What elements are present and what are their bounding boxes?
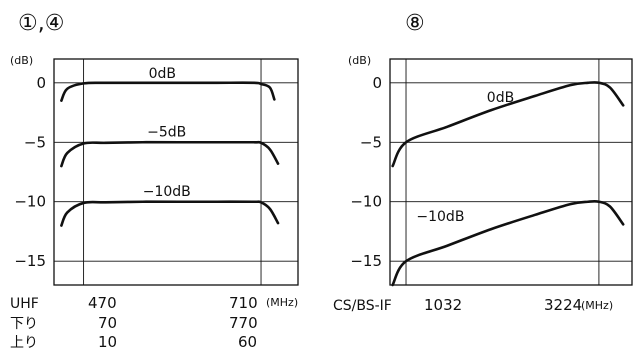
- chart-left-down-70: 70: [98, 314, 117, 332]
- chart-left-row-uhf-label: UHF: [10, 296, 39, 312]
- chart-left-x-unit: (MHz): [266, 296, 298, 309]
- y-tick-label: 0: [372, 74, 382, 92]
- y-tick-label: −5: [24, 133, 46, 151]
- y-tick-label: −10: [14, 193, 46, 211]
- series-line: [60, 140, 280, 168]
- chart-right-series-labels: 0dB −10dB: [416, 90, 514, 225]
- chart-right-x-unit: (MHz): [581, 299, 613, 312]
- chart-right-series: [391, 81, 625, 287]
- chart-left-row-up-label: 上り: [10, 335, 38, 351]
- chart-left-uhf-710: 710: [229, 294, 258, 312]
- series-label: −5dB: [147, 124, 186, 140]
- chart-left-up-60: 60: [238, 333, 257, 351]
- chart-left: ①,④ (dB) 0 −5 −10 −15 0dB −5dB −10dB UHF 下り 上…: [10, 11, 299, 351]
- chart-right-x-3224: 3224: [544, 296, 582, 314]
- chart-left-title: ①,④: [18, 11, 64, 36]
- series-label: −10dB: [416, 209, 464, 225]
- series-line: [391, 199, 625, 287]
- chart-right-x-1032: 1032: [424, 296, 462, 314]
- y-tick-label: −15: [350, 252, 382, 270]
- series-line: [391, 81, 625, 168]
- chart-left-uhf-470: 470: [88, 294, 117, 312]
- chart-left-grid: [54, 59, 298, 285]
- chart-left-series: [60, 81, 280, 227]
- series-label: −10dB: [143, 184, 191, 200]
- chart-left-y-unit: (dB): [10, 54, 33, 67]
- series-label: 0dB: [149, 66, 176, 82]
- chart-left-series-labels: 0dB −5dB −10dB: [143, 66, 191, 200]
- chart-right-plot-frame: [389, 58, 633, 286]
- chart-left-y-ticks: 0 −5 −10 −15: [14, 74, 46, 270]
- chart-left-plot-frame: [53, 58, 299, 286]
- chart-right-y-unit: (dB): [348, 54, 371, 67]
- chart-right-y-ticks: 0 −5 −10 −15: [350, 74, 382, 270]
- y-tick-label: 0: [36, 74, 46, 92]
- chart-right: ⑧ (dB) 0−5−10−15 0dB−10dB CS/BS-IF 1032 …: [333, 11, 633, 314]
- y-tick-label: −10: [350, 193, 382, 211]
- series-label: 0dB: [487, 90, 514, 106]
- chart-right-row-csbs-label: CS/BS-IF: [333, 298, 392, 314]
- chart-right-title: ⑧: [405, 11, 425, 36]
- y-tick-label: −15: [14, 252, 46, 270]
- chart-left-row-down-label: 下り: [10, 316, 38, 332]
- chart-right-grid: [390, 59, 632, 285]
- y-tick-label: −5: [360, 133, 382, 151]
- series-line: [60, 81, 276, 102]
- chart-left-up-10: 10: [98, 333, 117, 351]
- series-line: [60, 200, 280, 227]
- chart-left-down-770: 770: [229, 314, 258, 332]
